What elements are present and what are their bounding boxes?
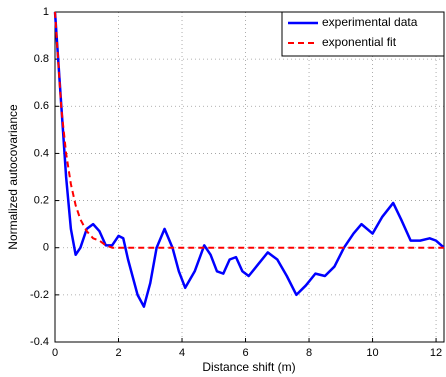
data-line [53, 11, 445, 308]
x-tick-label: 10 [366, 347, 378, 359]
x-tick-label: 8 [306, 347, 312, 359]
y-tick-label: -0.2 [30, 289, 49, 301]
y-tick-label: 0.2 [34, 194, 49, 206]
x-tick-label: 4 [179, 347, 185, 359]
legend-label: exponential fit [322, 35, 397, 49]
y-tick-label: 0 [43, 242, 49, 254]
x-axis-label: Distance shift (m) [202, 360, 295, 374]
y-tick-label: 0.6 [34, 100, 49, 112]
y-axis-label: Normalized autocovariance [6, 104, 20, 250]
x-tick-label: 2 [115, 347, 121, 359]
plot-frame [54, 11, 445, 343]
y-tick-label: 0.8 [34, 53, 49, 65]
y-tick-label: 1 [43, 6, 49, 18]
legend-box [281, 11, 445, 57]
data-line [54, 11, 444, 249]
legend-label: experimental data [322, 15, 418, 29]
x-tick-label: 0 [52, 347, 58, 359]
y-tick-label: -0.4 [30, 336, 49, 348]
y-tick-label: 0.4 [34, 147, 49, 159]
x-tick-label: 12 [430, 347, 442, 359]
x-tick-label: 6 [242, 347, 248, 359]
